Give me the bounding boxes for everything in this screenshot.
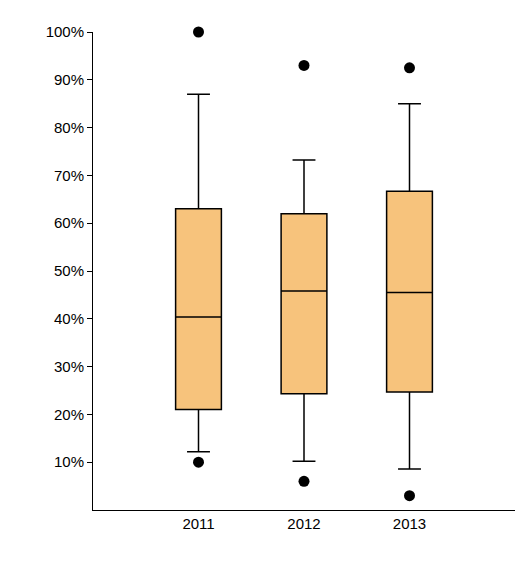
- svg-text:30%: 30%: [54, 358, 84, 375]
- svg-text:40%: 40%: [54, 310, 84, 327]
- svg-text:90%: 90%: [54, 71, 84, 88]
- svg-text:70%: 70%: [54, 167, 84, 184]
- svg-text:20%: 20%: [54, 406, 84, 423]
- svg-text:80%: 80%: [54, 119, 84, 136]
- svg-text:60%: 60%: [54, 214, 84, 231]
- svg-text:2011: 2011: [182, 515, 214, 532]
- svg-text:50%: 50%: [54, 262, 84, 279]
- svg-text:2013: 2013: [393, 515, 426, 532]
- svg-text:2012: 2012: [287, 515, 320, 532]
- svg-text:10%: 10%: [54, 453, 84, 470]
- svg-text:100%: 100%: [46, 23, 84, 40]
